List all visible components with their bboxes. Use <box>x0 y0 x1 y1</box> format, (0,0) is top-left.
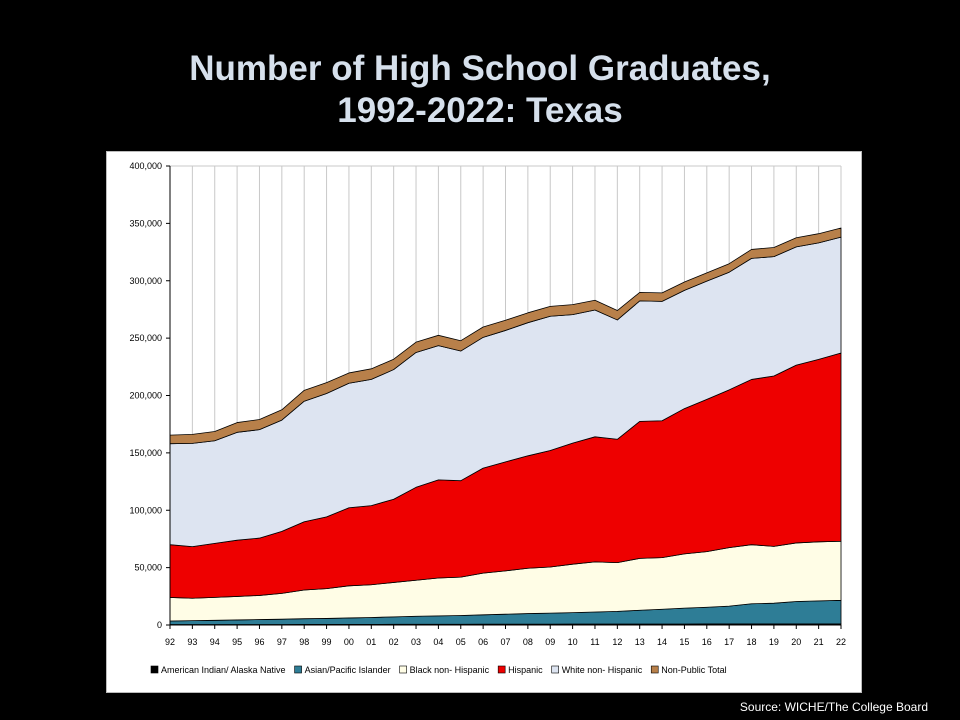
stacked-area-chart: 0 50,000 100,000 150,000 200,000 250,000 300,0… <box>129 161 846 675</box>
x-tick-label: 02 <box>389 637 399 647</box>
y-tick-label: 50,000 <box>134 563 162 573</box>
x-tick-label: 00 <box>344 637 354 647</box>
x-tick-label: 07 <box>500 637 510 647</box>
legend-label: American Indian/ Alaska Native <box>161 665 286 675</box>
y-tick-label: 400,000 <box>129 161 162 171</box>
legend-layer: American Indian/ Alaska Native Asian/Paci… <box>150 665 727 675</box>
legend-swatch <box>650 665 659 674</box>
y-tick-label: 0 <box>157 620 162 630</box>
legend-label: White non- Hispanic <box>562 665 643 675</box>
y-tick-label: 200,000 <box>129 391 162 401</box>
y-tick-label: 350,000 <box>129 218 162 228</box>
x-tick-label: 05 <box>456 637 466 647</box>
x-tick-label: 04 <box>433 637 443 647</box>
legend-label: Black non- Hispanic <box>410 665 490 675</box>
x-tick-label: 17 <box>724 637 734 647</box>
title-line-1: Number of High School Graduates, <box>189 49 771 88</box>
area-series-5 <box>169 227 842 445</box>
y-tick-label: 150,000 <box>129 448 162 458</box>
x-tick-label: 94 <box>210 637 220 647</box>
x-tick-label: 97 <box>277 637 287 647</box>
x-tick-label: 03 <box>411 637 421 647</box>
x-tick-label: 10 <box>568 637 578 647</box>
x-tick-label: 92 <box>165 637 175 647</box>
y-tick-label: 100,000 <box>129 505 162 515</box>
y-tick-label: 300,000 <box>129 276 162 286</box>
source-note: Source: WICHE/The College Board <box>739 700 928 714</box>
x-tick-label: 18 <box>747 637 757 647</box>
x-tick-label: 14 <box>657 637 667 647</box>
x-tick-label: 13 <box>635 637 645 647</box>
x-tick-label: 11 <box>590 637 599 647</box>
legend-swatch <box>294 665 302 674</box>
chart-panel: 0 50,000 100,000 150,000 200,000 250,000 300,0… <box>106 151 862 693</box>
legend-swatch <box>551 665 559 674</box>
x-tick-label: 20 <box>791 637 801 647</box>
x-tick-label: 19 <box>769 637 779 647</box>
x-tick-label: 12 <box>612 637 622 647</box>
x-tick-label: 22 <box>836 637 846 647</box>
axis-layer: 0 50,000 100,000 150,000 200,000 250,000 300,0… <box>129 161 846 647</box>
y-tick-label: 250,000 <box>129 333 162 343</box>
x-tick-label: 16 <box>702 637 712 647</box>
x-tick-label: 21 <box>814 637 824 647</box>
x-tick-label: 95 <box>232 637 242 647</box>
x-tick-label: 06 <box>478 637 488 647</box>
title-line-2: 1992-2022: Texas <box>337 91 623 130</box>
area-layer <box>169 227 842 626</box>
x-tick-label: 93 <box>187 637 197 647</box>
legend-label: Hispanic <box>508 665 543 675</box>
legend-swatch <box>150 665 159 674</box>
x-tick-label: 96 <box>254 637 264 647</box>
x-tick-label: 15 <box>679 637 689 647</box>
x-tick-label: 01 <box>366 637 376 647</box>
legend-label: Asian/Pacific Islander <box>305 665 391 675</box>
legend-label: Non-Public Total <box>661 665 726 675</box>
legend-swatch <box>497 665 506 674</box>
x-tick-label: 98 <box>299 637 309 647</box>
x-tick-label: 08 <box>523 637 533 647</box>
x-tick-label: 99 <box>322 637 332 647</box>
chart-title: Number of High School Graduates, 1992-20… <box>0 48 960 132</box>
x-tick-label: 09 <box>545 637 555 647</box>
legend-swatch <box>399 665 407 674</box>
